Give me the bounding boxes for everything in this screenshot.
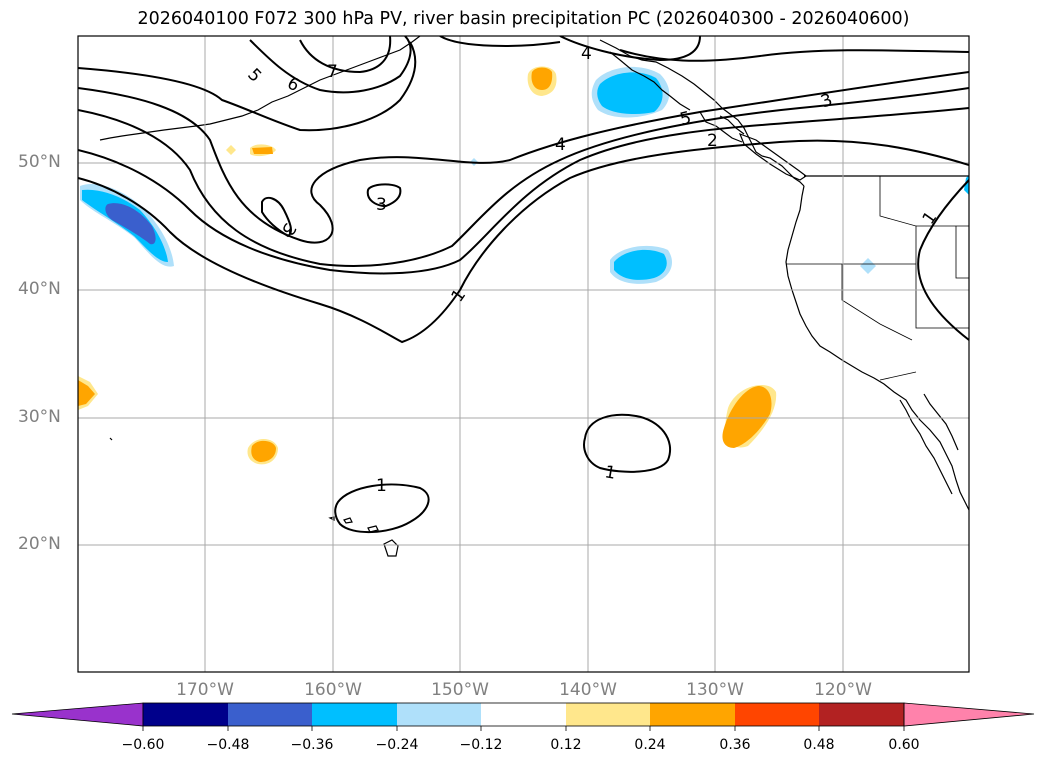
pv-label: 4 [581,44,592,64]
pv-contour-1-east [583,413,671,473]
lon-label-130w: 130°W [686,680,744,700]
lat-label-30n: 30°N [18,407,61,427]
coastlines [99,36,969,557]
lon-label-120w: 120°W [814,680,872,700]
pv-contour-6 [249,36,412,94]
pv-label: 1 [919,208,942,228]
lat-label-40n: 40°N [18,279,61,299]
colorbar-tick-label: 0.60 [888,737,920,753]
pv-contour-5 [78,36,969,132]
pv-label: 2 [707,131,718,151]
colorbar-tick-label: −0.12 [459,737,503,753]
lat-label-50n: 50°N [18,152,61,172]
us-west-coast [785,185,969,511]
pv-contours [78,36,969,534]
map-title: 2026040100 F072 300 hPa PV, river basin … [137,9,910,29]
graticule [78,36,969,672]
lat-label-20n: 20°N [18,534,61,554]
plot-frame [77,35,970,673]
pv-label: 5 [243,65,265,87]
contour-labels: 7 6 5 4 3 3 3 2 1 1 1 1 5 4 [243,44,941,496]
pv-contour-3-ring [366,183,402,208]
lon-label-140w: 140°W [559,680,617,700]
colorbar-tick-label: 0.24 [634,737,666,753]
colorbar-tick-label: 0.36 [719,737,751,753]
precip-shading [78,66,969,465]
colorbar-tick-label: −0.60 [121,737,165,753]
colorbar-tick-label: −0.48 [206,737,250,753]
pv-contour-1-hawaii [334,483,430,534]
pv-contour-2 [78,107,969,275]
pv-label: 1 [376,476,387,496]
colorbar-extend-high [903,702,1035,727]
pv-label: 3 [818,90,835,112]
lon-label-150w: 150°W [431,680,489,700]
colorbar-extend-low [11,702,144,727]
colorbar [11,702,1035,731]
pv-label: 5 [678,108,694,130]
pv-contour-1-main [78,139,969,344]
colorbar-tick-label: −0.24 [375,737,419,753]
colorbar-tick-label: 0.12 [550,737,582,753]
pv-contour-1-coast [917,179,969,341]
pv-label: 6 [284,73,303,96]
pv-contour-7 [299,36,392,74]
pv-contour-5-ring [261,196,292,238]
lon-label-170w: 170°W [176,680,234,700]
pv-label: 1 [603,462,617,484]
pv-contour-3 [78,87,969,267]
lon-label-160w: 160°W [304,680,362,700]
colorbar-tick-label: 0.48 [803,737,835,753]
pv-contour-4 [78,71,969,244]
pv-label: 3 [376,195,387,215]
pv-label: 7 [327,62,338,82]
colorbar-tick-label: −0.36 [290,737,334,753]
pv-contour-4-north [559,36,701,62]
pv-label: 4 [555,135,566,155]
